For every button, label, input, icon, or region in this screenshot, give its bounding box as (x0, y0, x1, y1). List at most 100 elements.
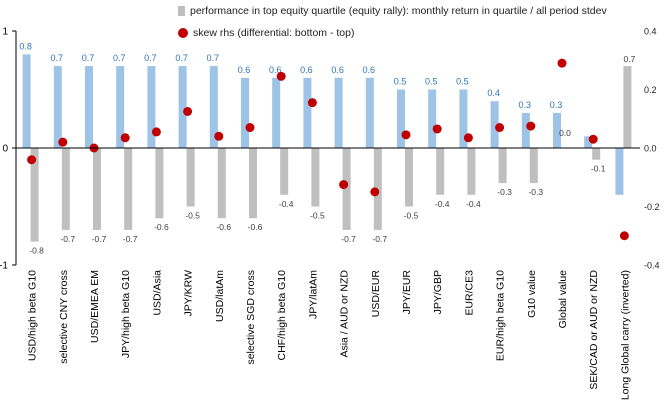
category-label: Asia / AUD or NZD (339, 270, 351, 358)
category-label: selective CNY cross (58, 270, 70, 364)
bar-blue-data-label: 0.8 (19, 41, 32, 51)
left-axis-tick-label: 1 (2, 27, 8, 38)
legend-item-dots: skew rhs (differential: bottom - top) (178, 27, 354, 39)
bar-grey (217, 148, 226, 219)
bar-blue-data-label: 0.7 (82, 53, 95, 63)
bar-grey-data-label: -0.7 (341, 234, 356, 244)
bar-blue-data-label: 0.5 (456, 77, 469, 87)
category-label: CHF/high beta G10 (276, 270, 288, 361)
bar-grey (342, 148, 351, 230)
skew-dot (307, 98, 317, 108)
bar-blue (334, 77, 343, 148)
bar-blue (584, 136, 593, 148)
skew-dot (151, 127, 161, 137)
bar-blue-data-label: 0.6 (331, 65, 344, 75)
left-axis-tick-label: 0 (2, 144, 8, 155)
bar-blue (428, 89, 437, 148)
skew-dot (58, 137, 68, 147)
bar-grey (405, 148, 413, 207)
bar-grey-data-label: -0.6 (154, 222, 169, 232)
right-axis-tick-label: 0.4 (644, 27, 657, 37)
skew-dot (120, 133, 130, 143)
skew-dot (463, 133, 473, 143)
bar-blue (147, 66, 156, 148)
category-label: JPY/KRW (183, 270, 195, 317)
category-label: Global value (557, 270, 569, 329)
bar-blue (553, 112, 561, 148)
category-label: USD/EMEA EM (89, 270, 101, 343)
bar-blue (241, 77, 249, 148)
bar-blue-data-label: 0.3 (519, 100, 532, 110)
skew-dot (339, 180, 349, 190)
bar-blue-data-label: 0.7 (175, 53, 188, 63)
bar-grey (124, 148, 133, 230)
bar-grey (623, 66, 632, 148)
bar-blue-data-label: 0.6 (300, 65, 313, 75)
bar-grey (186, 148, 195, 207)
category-label: EUR/high beta G10 (495, 270, 507, 361)
bar-grey (529, 148, 538, 184)
category-label: JPY/high beta G10 (120, 270, 132, 358)
bar-blue (490, 101, 499, 148)
bar-blue (365, 77, 374, 148)
bar-blue-data-label: 0.7 (207, 53, 220, 63)
category-label: JPY/latAm (307, 270, 319, 319)
bar-blue-data-label: 0.5 (425, 77, 438, 87)
bar-grey (436, 148, 445, 195)
skew-dot (401, 130, 411, 140)
bar-grey-data-label: -0.7 (60, 234, 75, 244)
category-label: G10 value (526, 270, 538, 318)
bar-blue (459, 89, 468, 148)
bar-grey-data-label: 0.0 (559, 128, 571, 138)
skew-dot (370, 187, 380, 197)
category-label: JPY/GBP (432, 270, 444, 314)
skew-dot (557, 58, 567, 68)
bar-grey-data-label: -0.3 (497, 187, 512, 197)
bar-blue (397, 89, 405, 148)
bar-blue (85, 66, 93, 148)
bar-blue-data-label: 0.7 (144, 53, 157, 63)
bar-grey-data-label: -0.8 (29, 246, 44, 256)
bar-grey (311, 148, 320, 207)
bar-blue (303, 77, 312, 148)
skew-dot (276, 71, 286, 81)
skew-dot (245, 123, 255, 133)
bar-grey-data-label: -0.3 (528, 187, 543, 197)
category-label: USD/high beta G10 (27, 270, 39, 361)
skew-dot (526, 121, 536, 131)
bar-grey (155, 148, 164, 219)
bar-grey-data-label: -0.5 (185, 211, 200, 221)
legend-item-bars: performance in top equity quartile (equi… (178, 5, 607, 17)
right-axis-tick-label: 0.2 (644, 85, 657, 95)
left-axis-tick-label: -1 (0, 261, 8, 272)
right-axis-tick-label: -0.4 (644, 261, 660, 271)
bar-blue (22, 54, 31, 148)
bar-blue-data-label: 0.7 (51, 53, 64, 63)
bar-blue-data-label: 0.6 (238, 65, 251, 75)
category-label: Long Global carry (inverted) (619, 270, 631, 400)
bar-grey-data-label: -0.4 (466, 199, 481, 209)
bar-grey-data-label: -0.7 (372, 234, 387, 244)
bar-grey-data-label: 0.7 (623, 54, 635, 64)
skew-dot (432, 124, 442, 134)
bar-grey (280, 148, 289, 195)
bar-grey (61, 148, 70, 230)
bar-grey-data-label: -0.5 (404, 211, 419, 221)
bar-grey (467, 148, 476, 195)
legend-label-bars: performance in top equity quartile (equi… (190, 5, 607, 18)
bar-grey-data-label: -0.6 (248, 222, 263, 232)
category-label: USD/latAm (214, 270, 226, 322)
bar-grey (592, 148, 601, 160)
category-label: SEK/CAD or AUD or NZD (588, 270, 600, 390)
right-axis-tick-label: -0.2 (644, 202, 660, 212)
category-label: selective SGD cross (245, 270, 257, 365)
bar-blue (209, 66, 218, 148)
bar-blue (178, 66, 187, 148)
bar-blue (615, 148, 624, 195)
category-label: USD/EUR (370, 270, 382, 318)
bar-grey (249, 148, 257, 219)
bar-grey-data-label: -0.4 (435, 199, 450, 209)
bar-grey-data-label: -0.5 (310, 211, 325, 221)
bar-blue-data-label: 0.6 (363, 65, 376, 75)
